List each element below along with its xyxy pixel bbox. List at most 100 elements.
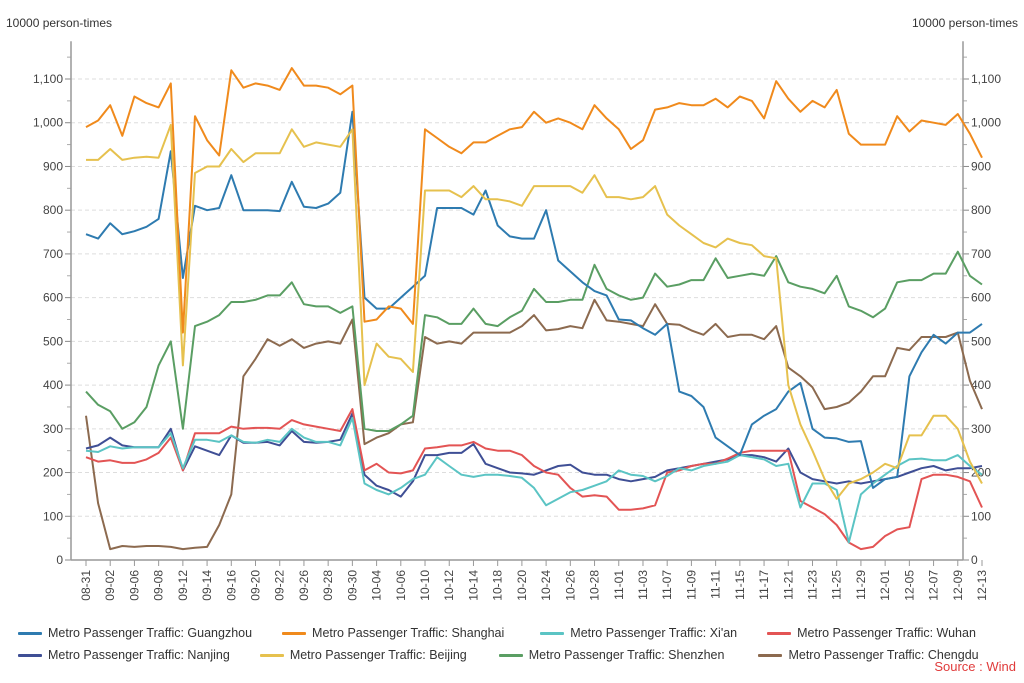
y-tick-label-right: 300	[971, 422, 991, 436]
line-chart: 0 0 100 100 200 200 300 300 400 400 500 500 600 600 70…	[33, 41, 1001, 601]
legend-label: Metro Passenger Traffic: Chengdu	[788, 648, 979, 662]
legend-swatch	[498, 653, 523, 657]
x-tick-label: 11-15	[733, 570, 747, 600]
source-note: Source : Wind	[934, 659, 1016, 674]
series-line-shanghai	[85, 67, 983, 334]
x-tick-label: 10-04	[370, 570, 384, 601]
x-tick-label: 09-06	[127, 570, 141, 601]
x-tick-label: 09-08	[152, 570, 166, 601]
y-tick-label-right: 900	[971, 159, 991, 173]
y-tick-label-left: 100	[43, 509, 63, 523]
legend-label: Metro Passenger Traffic: Guangzhou	[48, 626, 253, 640]
legend-item[interactable]: Metro Passenger Traffic: Beijing	[259, 648, 467, 662]
legend-item[interactable]: Metro Passenger Traffic: Guangzhou	[18, 626, 252, 640]
legend-label: Metro Passenger Traffic: Beijing	[289, 648, 467, 662]
y-tick-label-right: 400	[971, 378, 991, 392]
series-line-beijing	[86, 123, 983, 500]
y-tick-label-left: 900	[43, 159, 63, 173]
x-tick-label: 11-29	[854, 570, 868, 600]
y-tick-label-right: 1,000	[971, 116, 1001, 130]
x-tick-label: 09-02	[103, 570, 117, 601]
x-tick-label: 11-11	[709, 570, 723, 599]
series-line-chengdu	[85, 298, 983, 551]
x-tick-label: 09-16	[224, 570, 238, 601]
y-tick-label-left: 200	[43, 466, 63, 480]
x-tick-label: 11-17	[757, 570, 771, 600]
legend: Metro Passenger Traffic: Guangzhou Metro …	[18, 622, 1024, 666]
x-tick-label: 12-13	[975, 570, 989, 601]
x-tick-label: 08-31	[79, 570, 93, 601]
series-line-wuhan	[85, 408, 983, 551]
x-tick-label: 10-14	[466, 570, 480, 601]
x-tick-label: 10-12	[442, 570, 456, 601]
legend-swatch	[18, 631, 42, 635]
y-tick-label-left: 1,000	[33, 116, 63, 130]
legend-item[interactable]: Metro Passenger Traffic: Wuhan	[767, 626, 976, 640]
x-tick-label: 12-09	[951, 570, 965, 601]
x-tick-label: 10-18	[491, 570, 505, 601]
axes: 0 0 100 100 200 200 300 300 400 400 500 500 600 600 70…	[33, 41, 1001, 601]
legend-item[interactable]: Metro Passenger Traffic: Shenzhen	[498, 648, 725, 662]
x-tick-label: 10-20	[515, 570, 529, 601]
x-tick-label: 12-05	[902, 570, 916, 601]
x-tick-label: 12-01	[878, 570, 892, 601]
legend-swatch	[767, 631, 792, 635]
series-line-xian	[85, 416, 983, 544]
x-tick-label: 09-12	[176, 570, 190, 601]
legend-swatch	[18, 653, 42, 657]
x-tick-label: 09-28	[321, 570, 335, 601]
x-tick-label: 10-10	[418, 570, 432, 601]
y-tick-label-right: 800	[971, 203, 991, 217]
legend-item[interactable]: Metro Passenger Traffic: Xi'an	[540, 626, 737, 640]
legend-label: Metro Passenger Traffic: Nanjing	[48, 648, 230, 662]
y-tick-label-left: 600	[43, 291, 63, 305]
y-tick-label-left: 700	[43, 247, 63, 261]
x-tick-label: 10-26	[563, 570, 577, 601]
y-tick-label-left: 0	[56, 553, 63, 567]
left-axis-unit: 10000 person-times	[6, 16, 113, 30]
series-lines	[85, 67, 983, 551]
x-tick-label: 11-03	[636, 570, 650, 600]
y-tick-label-left: 500	[43, 334, 63, 348]
x-tick-label: 09-14	[200, 570, 214, 601]
y-tick-label-right: 200	[971, 466, 991, 480]
x-tick-label: 10-24	[539, 570, 553, 601]
legend-item[interactable]: Metro Passenger Traffic: Shanghai	[282, 626, 504, 640]
y-tick-label-right: 500	[971, 334, 991, 348]
y-tick-label-right: 0	[971, 553, 978, 567]
x-tick-label: 09-26	[297, 570, 311, 601]
legend-swatch	[758, 653, 783, 657]
x-tick-label: 11-01	[612, 570, 626, 600]
legend-item[interactable]: Metro Passenger Traffic: Nanjing	[18, 648, 230, 662]
legend-swatch	[259, 653, 284, 657]
x-tick-label: 11-25	[830, 570, 844, 600]
legend-label: Metro Passenger Traffic: Shanghai	[312, 626, 505, 640]
x-tick-label: 11-07	[660, 570, 674, 600]
series-line-guangzhou	[85, 110, 983, 489]
x-tick-label: 11-09	[684, 570, 698, 600]
y-tick-label-left: 300	[43, 422, 63, 436]
legend-item[interactable]: Metro Passenger Traffic: Chengdu	[758, 648, 979, 662]
y-tick-label-left: 400	[43, 378, 63, 392]
y-tick-label-right: 600	[971, 291, 991, 305]
x-tick-label: 11-23	[805, 570, 819, 600]
legend-swatch	[282, 631, 307, 635]
legend-row: Metro Passenger Traffic: Nanjing Metro Pa…	[18, 644, 1024, 666]
x-tick-label: 10-06	[394, 570, 408, 601]
y-tick-label-right: 1,100	[971, 72, 1001, 86]
legend-label: Metro Passenger Traffic: Xi'an	[570, 626, 738, 640]
y-tick-label-right: 100	[971, 509, 991, 523]
legend-row: Metro Passenger Traffic: Guangzhou Metro …	[18, 622, 1024, 644]
x-tick-label: 09-22	[273, 570, 287, 601]
legend-label: Metro Passenger Traffic: Shenzhen	[528, 648, 725, 662]
x-tick-label: 09-30	[345, 570, 359, 601]
y-tick-label-left: 800	[43, 203, 63, 217]
legend-swatch	[540, 631, 565, 635]
y-tick-label-right: 700	[971, 247, 991, 261]
x-tick-label: 12-07	[927, 570, 941, 601]
series-line-shenzhen	[85, 250, 983, 432]
legend-label: Metro Passenger Traffic: Wuhan	[797, 626, 976, 640]
y-tick-label-left: 1,100	[33, 72, 63, 86]
right-axis-unit: 10000 person-times	[911, 16, 1018, 30]
x-tick-label: 09-20	[249, 570, 263, 601]
